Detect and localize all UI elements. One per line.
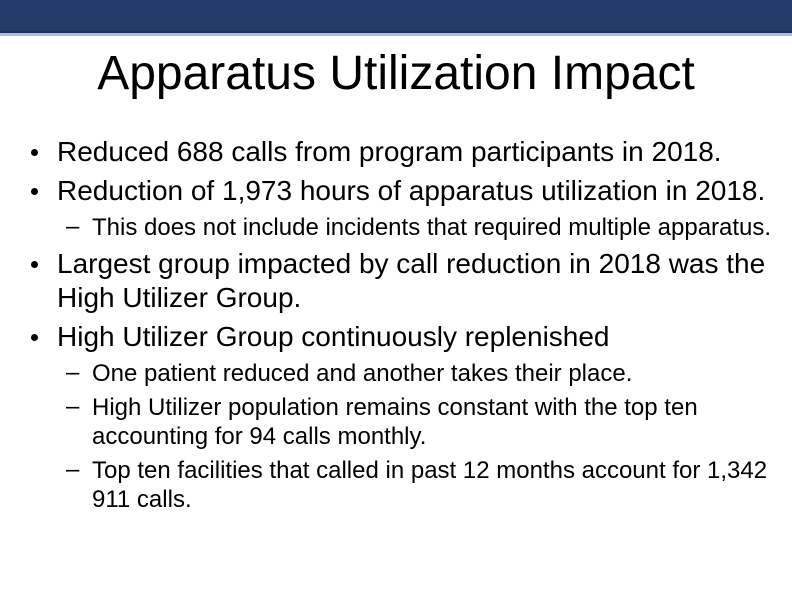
sub-bullet-item: – This does not include incidents that re…: [0, 213, 792, 242]
bullet-dot-icon: [31, 149, 38, 156]
slide-title: Apparatus Utilization Impact: [97, 47, 695, 100]
top-bar: [0, 0, 792, 33]
bullet-item: Reduced 688 calls from program participa…: [0, 135, 792, 169]
bullet-text: This does not include incidents that req…: [92, 214, 772, 241]
bullet-list: Reduced 688 calls from program participa…: [0, 135, 792, 519]
bullet-dash-icon: –: [66, 359, 80, 386]
bullet-text: High Utilizer population remains constan…: [92, 394, 698, 450]
bullet-dash-icon: –: [66, 213, 80, 240]
bullet-dash-icon: –: [66, 393, 80, 420]
bullet-text: Reduction of 1,973 hours of apparatus ut…: [57, 175, 766, 206]
bullet-dot-icon: [31, 261, 38, 268]
bullet-dot-icon: [31, 188, 38, 195]
sub-bullet-item: – One patient reduced and another takes t…: [0, 359, 792, 388]
bullet-item: High Utilizer Group continuously repleni…: [0, 320, 792, 354]
bullet-text: One patient reduced and another takes th…: [92, 360, 633, 387]
footer: City of Excellence: [0, 542, 792, 612]
sub-bullet-item: – Top ten facilities that called in past …: [0, 456, 792, 514]
bullet-item: Reduction of 1,973 hours of apparatus ut…: [0, 174, 792, 208]
bullet-dot-icon: [31, 334, 38, 341]
bullet-text: High Utilizer Group continuously repleni…: [57, 321, 610, 352]
bullet-text: Top ten facilities that called in past 1…: [92, 457, 768, 513]
top-bar-accent-line: [0, 33, 792, 36]
bullet-item: Largest group impacted by call reduction…: [0, 247, 792, 315]
bullet-text: Largest group impacted by call reduction…: [57, 248, 766, 313]
bullet-text: Reduced 688 calls from program participa…: [57, 136, 722, 167]
bullet-dash-icon: –: [66, 456, 80, 483]
sub-bullet-item: – High Utilizer population remains consta…: [0, 393, 792, 451]
